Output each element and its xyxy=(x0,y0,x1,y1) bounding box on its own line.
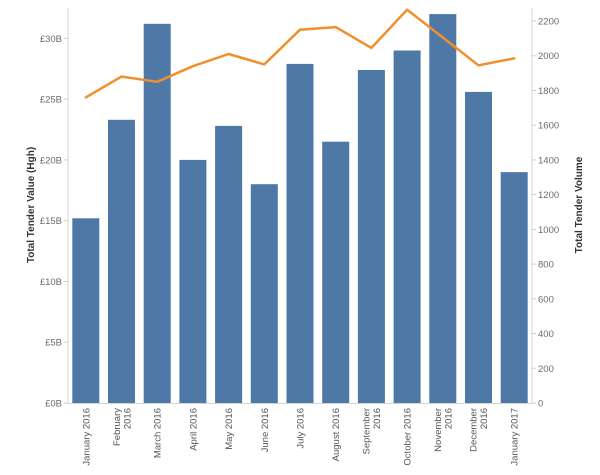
left-tick-label: £0B xyxy=(45,399,62,410)
category-label: September xyxy=(362,408,373,454)
bar xyxy=(179,160,206,403)
bar xyxy=(215,126,242,403)
left-tick-label: £15B xyxy=(40,216,62,227)
bar xyxy=(465,92,492,403)
category-label: January 2016 xyxy=(81,408,92,466)
right-tick-label: 1600 xyxy=(538,121,559,132)
bar xyxy=(108,120,135,403)
bar xyxy=(394,51,421,404)
bar xyxy=(429,14,456,403)
bar xyxy=(251,184,278,403)
right-tick-label: 400 xyxy=(538,329,554,340)
category-label: August 2016 xyxy=(331,408,342,461)
category-label: December xyxy=(469,408,480,452)
left-axis-ticks: £0B £5B £10B £15B £20B £25B £30B xyxy=(40,34,68,410)
category-label: November xyxy=(433,408,444,452)
bar xyxy=(358,70,385,403)
left-tick-label: £25B xyxy=(40,95,62,106)
right-tick-label: 800 xyxy=(538,260,554,271)
category-label: April 2016 xyxy=(188,408,199,451)
right-tick-label: 2200 xyxy=(538,17,559,28)
right-tick-label: 600 xyxy=(538,294,554,305)
left-tick-label: £5B xyxy=(45,338,62,349)
left-tick-label: £10B xyxy=(40,277,62,288)
category-label: 2016 xyxy=(444,408,455,429)
right-axis-title: Total Tender Volume xyxy=(574,156,585,253)
right-tick-label: 2000 xyxy=(538,51,559,62)
right-axis-ticks: 0 200 400 600 800 1000 1200 1400 1600 1800 2000 220… xyxy=(532,17,559,410)
category-label: 2016 xyxy=(479,408,490,429)
category-label: May 2016 xyxy=(224,408,235,450)
right-tick-label: 1000 xyxy=(538,225,559,236)
right-tick-label: 200 xyxy=(538,364,554,375)
right-tick-label: 1200 xyxy=(538,190,559,201)
bar xyxy=(322,142,349,403)
category-label: January 2017 xyxy=(510,408,521,466)
left-axis-title: Total Tender Value (Hgh) xyxy=(26,147,37,263)
left-tick-label: £30B xyxy=(40,34,62,45)
category-label: 2016 xyxy=(122,408,133,429)
category-label: July 2016 xyxy=(296,408,307,449)
category-label: 2016 xyxy=(372,408,383,429)
bar xyxy=(287,64,314,403)
right-tick-label: 1400 xyxy=(538,155,559,166)
right-tick-label: 1800 xyxy=(538,86,559,97)
bar xyxy=(72,218,99,403)
category-label: February xyxy=(112,408,123,446)
bar xyxy=(501,172,528,403)
left-tick-label: £20B xyxy=(40,155,62,166)
category-label: October 2016 xyxy=(403,408,414,466)
right-tick-label: 0 xyxy=(538,399,543,410)
category-label: March 2016 xyxy=(153,408,164,458)
category-label: June 2016 xyxy=(260,408,271,452)
bar-series xyxy=(72,14,527,403)
